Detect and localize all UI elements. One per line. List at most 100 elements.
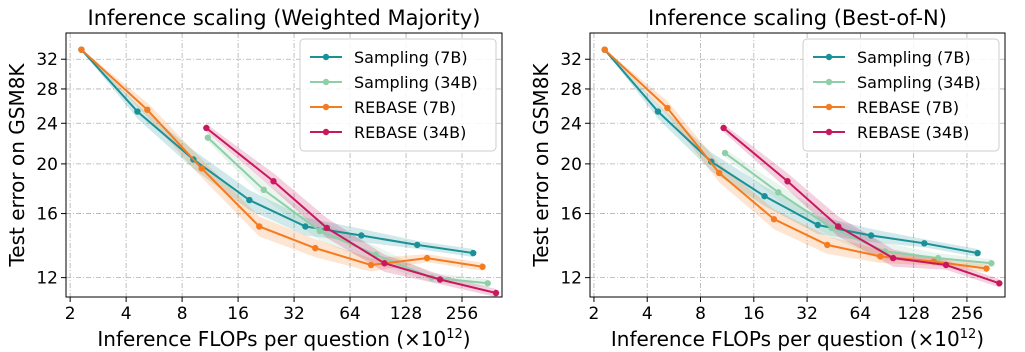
data-point (720, 124, 727, 132)
x-tick-label: 8 (695, 304, 706, 324)
data-point (256, 223, 263, 230)
x-tick-label: 4 (121, 304, 132, 324)
chart-title: Inference scaling (Best-of-N) (648, 6, 947, 30)
data-point (367, 261, 375, 269)
legend-swatch-marker (322, 53, 330, 61)
series-band-2 (81, 49, 483, 272)
y-axis-label: Test error on GSM8K (5, 63, 29, 268)
data-point (381, 260, 388, 267)
legend-box (299, 38, 497, 152)
legend-label: Sampling (34B) (354, 73, 478, 92)
series-band-2 (604, 49, 987, 273)
legend-swatch-marker (825, 53, 833, 61)
y-tick-label: 20 (560, 155, 582, 175)
data-point (942, 261, 950, 269)
data-point (479, 263, 486, 270)
series-band-3 (723, 123, 1000, 288)
legend-label: Sampling (7B) (857, 48, 971, 67)
data-point (198, 165, 205, 172)
data-point (996, 280, 1003, 287)
legend-swatch-marker (322, 103, 330, 111)
legend-swatch-marker (825, 103, 833, 111)
x-tick-label: 16 (743, 304, 765, 324)
data-point (761, 192, 768, 200)
series-band-0 (604, 49, 978, 258)
x-tick-label: 256 (951, 304, 983, 324)
data-point (270, 178, 277, 185)
data-point (323, 224, 331, 232)
legend-box (802, 38, 1000, 152)
y-tick-label: 20 (36, 155, 58, 175)
data-point (601, 46, 608, 53)
y-tick-label: 24 (36, 114, 58, 134)
data-point (934, 254, 942, 262)
x-tick-label: 128 (390, 304, 422, 324)
data-point (715, 169, 723, 177)
data-point (828, 224, 835, 232)
series-line-3 (205, 127, 497, 294)
data-point (203, 124, 210, 132)
series-line-0 (603, 49, 978, 255)
series-band-1 (724, 149, 992, 268)
data-point (867, 232, 875, 239)
data-point (484, 280, 491, 287)
y-tick-label: 16 (560, 205, 582, 225)
data-point (492, 289, 500, 297)
series-line-2 (80, 48, 483, 268)
data-point (436, 276, 444, 283)
plot-frame (589, 32, 1006, 298)
data-point (134, 108, 141, 115)
legend-label: REBASE (34B) (857, 123, 969, 142)
series-line-3 (722, 127, 1000, 285)
x-axis-label: Inference FLOPs per question (×1012) (611, 327, 984, 351)
data-point (770, 216, 778, 223)
data-point (260, 186, 268, 194)
x-tick-label: 64 (339, 304, 361, 324)
data-point (974, 249, 981, 257)
data-point (302, 223, 309, 230)
data-point (784, 178, 791, 185)
series-line-2 (604, 48, 987, 270)
x-tick-label: 2 (65, 304, 76, 324)
y-tick-label: 28 (36, 80, 58, 100)
series-line-0 (80, 49, 474, 255)
y-tick-label: 28 (560, 80, 582, 100)
data-point (144, 106, 151, 113)
y-tick-label: 24 (560, 114, 582, 134)
x-tick-label: 256 (446, 304, 478, 324)
y-tick-label: 32 (36, 50, 58, 70)
x-tick-label: 4 (642, 304, 653, 324)
legend-swatch-marker (825, 78, 833, 86)
legend-swatch-marker (322, 128, 330, 136)
data-point (877, 253, 884, 260)
data-point (664, 104, 671, 112)
data-point (423, 254, 431, 262)
series-line-1 (724, 152, 992, 265)
legend-label: REBASE (34B) (354, 123, 466, 142)
y-tick-label: 12 (36, 269, 58, 289)
legend-label: Sampling (34B) (857, 73, 981, 92)
x-tick-label: 64 (850, 304, 872, 324)
legend-label: Sampling (7B) (354, 48, 468, 67)
data-point (316, 227, 323, 235)
x-tick-label: 8 (177, 304, 188, 324)
y-tick-label: 12 (560, 269, 582, 289)
data-point (814, 221, 822, 229)
x-tick-label: 2 (589, 304, 600, 324)
x-tick-label: 32 (283, 304, 305, 324)
data-point (988, 260, 995, 267)
data-point (983, 265, 990, 272)
legend-swatch-marker (825, 128, 833, 136)
x-tick-label: 128 (897, 304, 929, 324)
data-point (921, 240, 928, 247)
y-tick-label: 16 (36, 205, 58, 225)
data-point (204, 134, 212, 141)
legend-label: REBASE (7B) (857, 98, 959, 117)
data-point (654, 108, 662, 115)
data-point (775, 189, 782, 196)
data-point (824, 241, 831, 249)
data-point (889, 254, 897, 262)
series-band-0 (81, 49, 474, 258)
